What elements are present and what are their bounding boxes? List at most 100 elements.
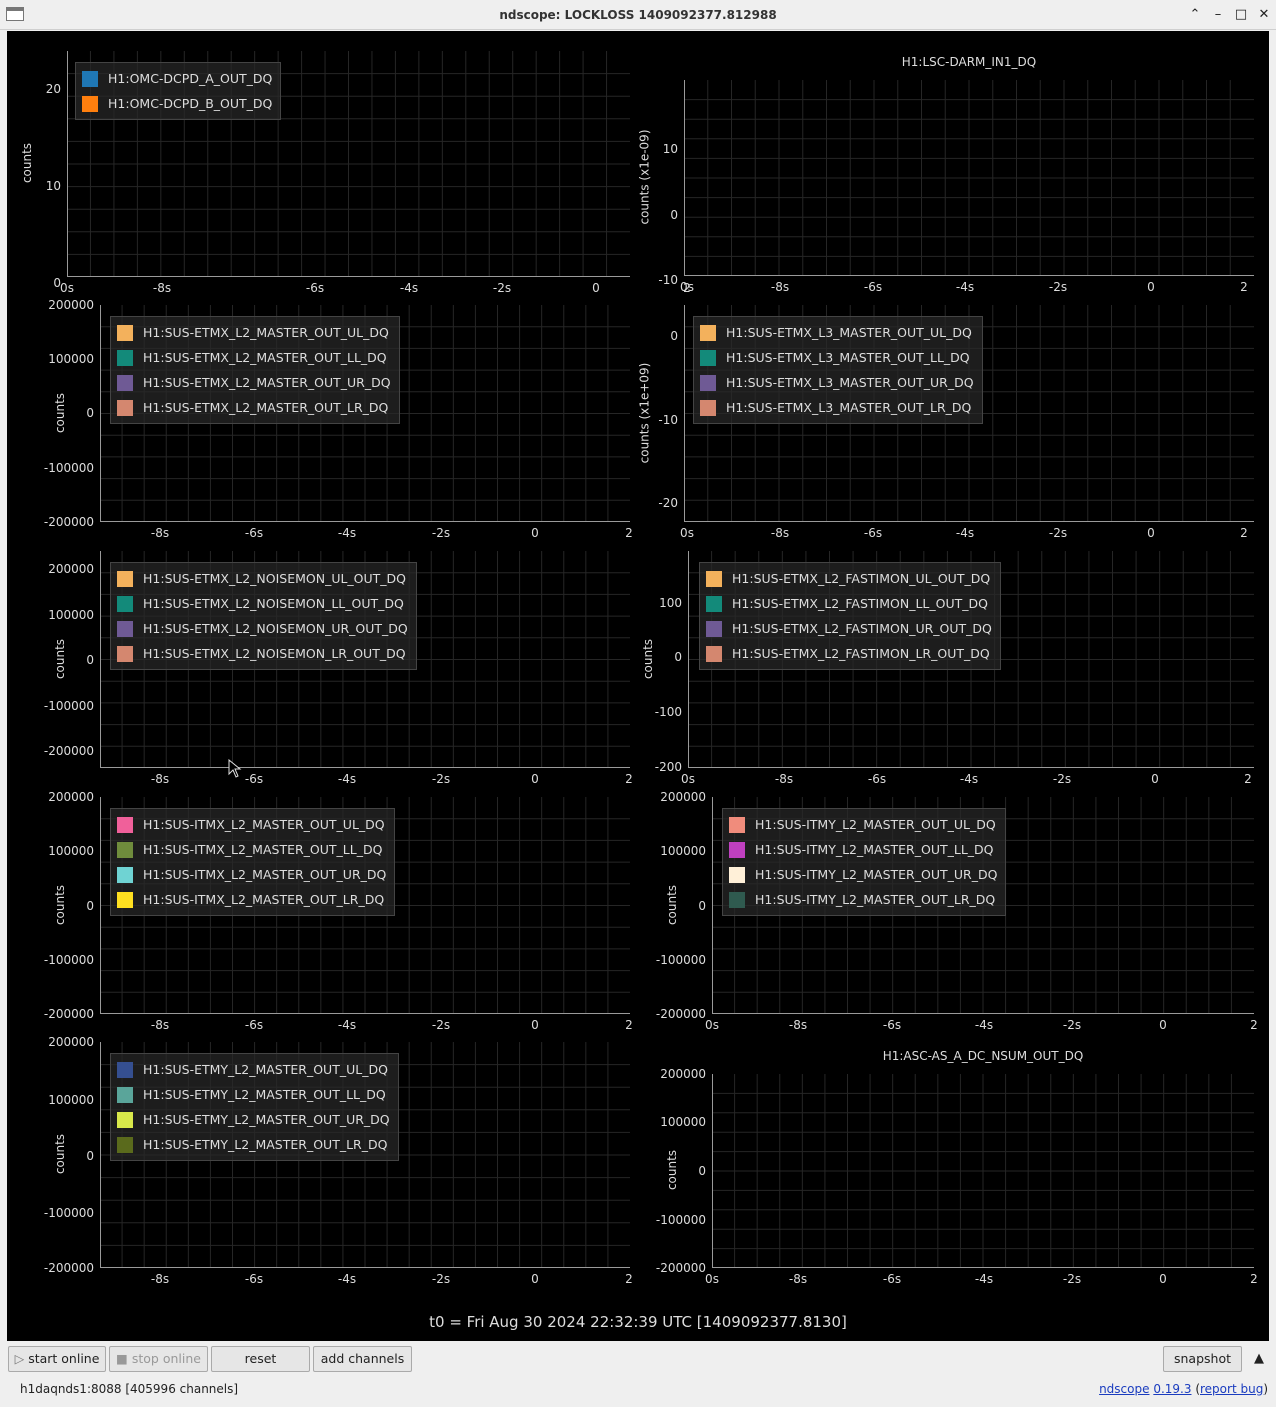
x-tick-label: 0 — [1159, 1272, 1167, 1286]
legend-item[interactable]: H1:SUS-ITMX_L2_MASTER_OUT_UL_DQ — [117, 812, 386, 837]
plot-legend[interactable]: H1:OMC-DCPD_A_OUT_DQ H1:OMC-DCPD_B_OUT_DQ — [75, 62, 282, 120]
server-status: h1daqnds1:8088 [405996 channels] — [20, 1382, 239, 1396]
legend-item[interactable]: H1:SUS-ETMY_L2_MASTER_OUT_UL_DQ — [117, 1057, 390, 1082]
plot-legend[interactable]: H1:SUS-ETMX_L2_MASTER_OUT_UL_DQ H1:SUS-ET… — [110, 316, 400, 424]
y-tick-label: 0 — [86, 1149, 94, 1163]
x-tick-label: -4s — [974, 1018, 994, 1032]
legend-label: H1:SUS-ITMY_L2_MASTER_OUT_LL_DQ — [755, 842, 994, 857]
chevron-up-icon[interactable]: ▲ — [1254, 1351, 1264, 1366]
legend-item[interactable]: H1:OMC-DCPD_B_OUT_DQ — [82, 91, 272, 116]
report-bug-link[interactable]: report bug — [1200, 1382, 1264, 1396]
x-tick-label: 2 — [1250, 1018, 1258, 1032]
x-tick-label: -2s — [1048, 526, 1068, 540]
x-tick-label: -6s — [244, 1018, 264, 1032]
stop-online-label: stop online — [131, 1351, 201, 1366]
legend-swatch — [117, 374, 133, 391]
legend-label: H1:SUS-ETMY_L2_MASTER_OUT_LR_DQ — [143, 1137, 388, 1152]
legend-item[interactable]: H1:SUS-ETMX_L2_NOISEMON_LR_OUT_DQ — [117, 641, 408, 666]
legend-label: H1:SUS-ETMX_L2_FASTIMON_LL_OUT_DQ — [732, 596, 988, 611]
legend-swatch — [82, 95, 98, 112]
x-tick-label: -2s — [1062, 1272, 1082, 1286]
legend-item[interactable]: H1:SUS-ITMY_L2_MASTER_OUT_UL_DQ — [729, 812, 997, 837]
y-tick-label: 0 — [86, 406, 94, 420]
plot-panel[interactable]: H1:LSC-DARM_IN1_DQ counts (x1e-09) 10 0 -10 0… — [637, 55, 1254, 294]
legend-swatch — [729, 816, 745, 833]
x-tick-label: 0s — [705, 1272, 719, 1286]
plot-grid — [67, 51, 630, 277]
legend-item[interactable]: H1:SUS-ETMY_L2_MASTER_OUT_UR_DQ — [117, 1107, 390, 1132]
y-tick-label: 100000 — [660, 844, 706, 858]
legend-item[interactable]: H1:SUS-ETMX_L2_MASTER_OUT_UR_DQ — [117, 370, 391, 395]
stop-online-button[interactable]: ■ stop online — [109, 1346, 208, 1372]
app-icon — [6, 7, 24, 21]
plot-legend[interactable]: H1:SUS-ITMX_L2_MASTER_OUT_UL_DQ H1:SUS-IT… — [110, 808, 396, 916]
legend-item[interactable]: H1:SUS-ITMX_L2_MASTER_OUT_LL_DQ — [117, 837, 386, 862]
legend-label: H1:SUS-ETMX_L2_NOISEMON_UL_OUT_DQ — [143, 571, 407, 586]
y-tick-label: 0 — [670, 208, 678, 222]
legend-label: H1:OMC-DCPD_A_OUT_DQ — [108, 71, 273, 86]
close-icon[interactable]: ✕ — [1258, 7, 1270, 22]
legend-item[interactable]: H1:SUS-ETMX_L3_MASTER_OUT_LL_DQ — [700, 345, 974, 370]
snapshot-button[interactable]: snapshot — [1163, 1346, 1242, 1372]
plot-panel[interactable]: H1:ASC-AS_A_DC_NSUM_OUT_DQ counts 200000 10… — [656, 1049, 1258, 1286]
x-tick-label: 2 — [625, 1272, 633, 1286]
legend-item[interactable]: H1:SUS-ETMX_L2_FASTIMON_UR_OUT_DQ — [706, 616, 992, 641]
plot-legend[interactable]: H1:SUS-ETMX_L2_NOISEMON_UL_OUT_DQ H1:SUS-… — [110, 562, 417, 670]
plot-legend[interactable]: H1:SUS-ETMX_L2_FASTIMON_UL_OUT_DQ H1:SUS-… — [699, 562, 1001, 670]
reset-button[interactable]: reset — [211, 1346, 310, 1372]
x-tick-label: -4s — [399, 281, 419, 295]
x-tick-label: -4s — [955, 526, 975, 540]
legend-item[interactable]: H1:SUS-ITMX_L2_MASTER_OUT_UR_DQ — [117, 862, 386, 887]
legend-item[interactable]: H1:SUS-ETMX_L2_FASTIMON_LL_OUT_DQ — [706, 591, 992, 616]
x-tick-label: 0 — [1147, 280, 1155, 294]
ndscope-link[interactable]: ndscope — [1099, 1382, 1150, 1396]
y-tick-label: 100000 — [48, 608, 94, 622]
legend-item[interactable]: H1:SUS-ITMY_L2_MASTER_OUT_UR_DQ — [729, 862, 997, 887]
legend-item[interactable]: H1:SUS-ETMX_L2_MASTER_OUT_LL_DQ — [117, 345, 391, 370]
x-tick-label: -8s — [788, 1272, 808, 1286]
legend-item[interactable]: H1:SUS-ETMY_L2_MASTER_OUT_LR_DQ — [117, 1132, 390, 1157]
toolbar: ▷ start online ■ stop online reset add c… — [0, 1343, 1276, 1375]
minimize-icon[interactable]: – — [1214, 7, 1222, 22]
legend-item[interactable]: H1:SUS-ITMX_L2_MASTER_OUT_LR_DQ — [117, 887, 386, 912]
plot-grid — [684, 80, 1254, 276]
plot-legend[interactable]: H1:SUS-ETMX_L3_MASTER_OUT_UL_DQ H1:SUS-ET… — [693, 316, 983, 424]
legend-item[interactable]: H1:SUS-ETMX_L3_MASTER_OUT_UR_DQ — [700, 370, 974, 395]
legend-item[interactable]: H1:SUS-ETMX_L2_MASTER_OUT_UL_DQ — [117, 320, 391, 345]
legend-item[interactable]: H1:SUS-ETMX_L3_MASTER_OUT_LR_DQ — [700, 395, 974, 420]
x-tick-label: 2 — [625, 526, 633, 540]
legend-item[interactable]: H1:SUS-ETMX_L2_NOISEMON_UR_OUT_DQ — [117, 616, 408, 641]
legend-item[interactable]: H1:SUS-ETMX_L2_FASTIMON_LR_OUT_DQ — [706, 641, 992, 666]
add-channels-button[interactable]: add channels — [313, 1346, 412, 1372]
legend-item[interactable]: H1:SUS-ETMX_L2_FASTIMON_UL_OUT_DQ — [706, 566, 992, 591]
legend-swatch — [117, 595, 133, 612]
legend-item[interactable]: H1:SUS-ETMX_L2_MASTER_OUT_LR_DQ — [117, 395, 391, 420]
plot-legend[interactable]: H1:SUS-ITMY_L2_MASTER_OUT_UL_DQ H1:SUS-IT… — [722, 808, 1007, 916]
legend-label: H1:SUS-ETMY_L2_MASTER_OUT_UR_DQ — [143, 1112, 390, 1127]
legend-item[interactable]: H1:SUS-ITMY_L2_MASTER_OUT_LR_DQ — [729, 887, 997, 912]
mouse-cursor-icon — [228, 759, 242, 778]
maximize-icon[interactable]: □ — [1234, 7, 1248, 22]
x-tick-label: 2 — [683, 281, 691, 295]
x-tick-label: -6s — [882, 1272, 902, 1286]
legend-swatch — [117, 841, 133, 858]
chevron-up-icon[interactable]: ⌃ — [1189, 7, 1201, 22]
plot-panel[interactable]: counts 20 10 0 0s -8s -6s -4s -2s 0 2 — [20, 51, 691, 295]
legend-item[interactable]: H1:SUS-ITMY_L2_MASTER_OUT_LL_DQ — [729, 837, 997, 862]
legend-swatch — [82, 70, 98, 87]
legend-item[interactable]: H1:SUS-ETMY_L2_MASTER_OUT_LL_DQ — [117, 1082, 390, 1107]
plot-legend[interactable]: H1:SUS-ETMY_L2_MASTER_OUT_UL_DQ H1:SUS-ET… — [110, 1053, 399, 1161]
y-tick-label: -100000 — [655, 1213, 706, 1227]
legend-swatch — [706, 645, 722, 662]
legend-item[interactable]: H1:SUS-ETMX_L2_NOISEMON_LL_OUT_DQ — [117, 591, 408, 616]
legend-label: H1:SUS-ITMY_L2_MASTER_OUT_LR_DQ — [755, 892, 996, 907]
version-link[interactable]: 0.19.3 — [1153, 1382, 1192, 1396]
legend-item[interactable]: H1:SUS-ETMX_L3_MASTER_OUT_UL_DQ — [700, 320, 974, 345]
legend-item[interactable]: H1:OMC-DCPD_A_OUT_DQ — [82, 66, 272, 91]
y-tick-label: 10 — [662, 142, 678, 156]
y-tick-label: -200000 — [655, 1007, 706, 1021]
start-online-button[interactable]: ▷ start online — [8, 1346, 106, 1372]
x-tick-label: 2 — [625, 1018, 633, 1032]
legend-item[interactable]: H1:SUS-ETMX_L2_NOISEMON_UL_OUT_DQ — [117, 566, 408, 591]
y-tick-label: 100000 — [48, 352, 94, 366]
